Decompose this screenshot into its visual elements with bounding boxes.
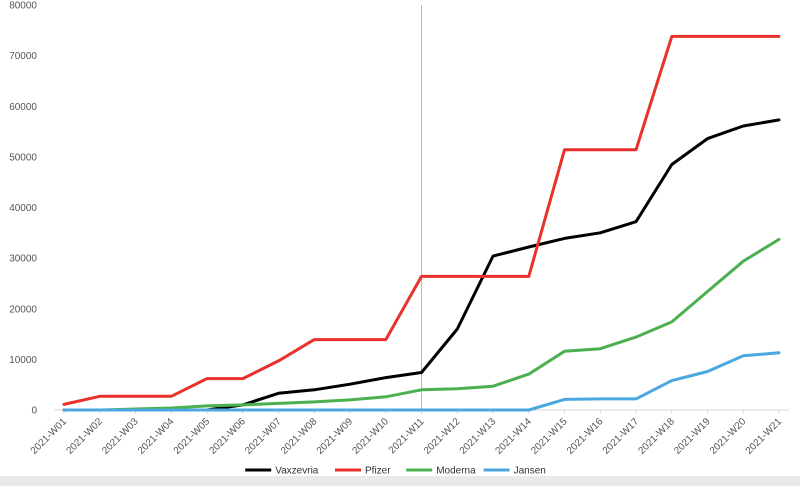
legend-label-moderna: Moderna [436,466,476,477]
x-tick-label: 2021-W05 [172,416,213,457]
x-tick-label: 2021-W03 [100,416,141,457]
legend-label-jansen: Jansen [514,466,546,477]
y-tick-label: 80000 [9,1,37,12]
series-line-moderna [62,237,781,412]
x-tick-label: 2021-W21 [744,416,785,457]
x-tick-label: 2021-W11 [387,416,427,456]
y-tick-label: 40000 [9,203,37,214]
series-line-jansen [62,351,781,412]
x-tick-label: 2021-W17 [601,416,642,457]
y-tick-label: 60000 [9,102,37,113]
x-tick-label: 2021-W15 [529,416,570,457]
x-tick-label: 2021-W20 [708,416,749,457]
legend-label-vaxzevria: Vaxzevria [275,466,319,477]
series-line-pfizer [62,34,781,406]
x-tick-label: 2021-W14 [493,416,534,457]
y-tick-label: 20000 [9,304,37,315]
y-tick-label: 70000 [9,51,37,62]
x-tick-label: 2021-W08 [279,416,320,457]
x-tick-label: 2021-W19 [672,416,713,457]
x-tick-label: 2021-W01 [29,416,70,457]
x-tick-label: 2021-W12 [422,416,463,457]
y-tick-label: 50000 [9,152,37,163]
x-tick-label: 2021-W06 [207,416,248,457]
x-tick-label: 2021-W09 [315,416,356,457]
y-tick-label: 10000 [9,355,37,366]
x-tick-label: 2021-W02 [64,416,105,457]
x-tick-label: 2021-W07 [243,416,284,457]
x-tick-label: 2021-W16 [565,416,606,457]
x-tick-label: 2021-W10 [350,416,391,457]
bottom-scrollbar [0,476,800,486]
x-tick-label: 2021-W13 [458,416,499,457]
x-tick-label: 2021-W18 [636,416,677,457]
y-tick-label: 30000 [9,254,37,265]
y-tick-label: 0 [31,406,37,417]
x-tick-label: 2021-W04 [136,416,177,457]
legend-label-pfizer: Pfizer [365,466,391,477]
